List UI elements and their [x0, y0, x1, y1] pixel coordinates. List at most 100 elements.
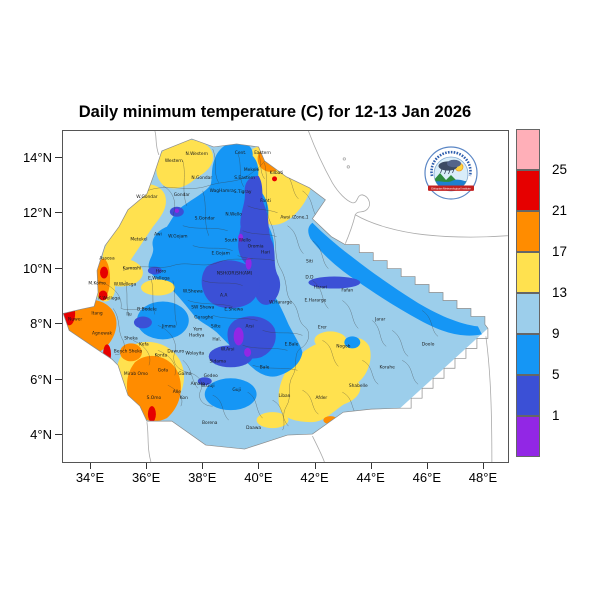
x-axis-tick	[426, 463, 428, 469]
zone-label-gofa: Gofa	[158, 367, 169, 373]
y-axis-tick-label: 4°N	[30, 427, 52, 442]
zone-label-itang: Itang	[91, 310, 102, 316]
zone-label-jarar: Jarar	[374, 316, 385, 322]
zone-label-erer: Erer	[318, 324, 327, 330]
zone-label-silte: Silte	[211, 323, 221, 329]
zone-label-awi: Awi	[154, 232, 162, 238]
zone-label-s-omo: S.Omo	[147, 395, 162, 401]
zone-label-e-shewa: E.Shewa	[224, 306, 243, 312]
zone-label-oromia: Oromia	[248, 244, 264, 250]
kenya-somalia-line	[312, 435, 325, 462]
zone-label-metekel: Metekel	[130, 237, 147, 243]
page-title: Daily minimum temperature (C) for 12-13 …	[78, 103, 472, 121]
x-axis-tick	[370, 463, 372, 469]
y-axis-tick-label: 8°N	[30, 316, 52, 332]
x-axis-tick-label: 42°E	[300, 470, 329, 485]
zone-label-nogob: Nogob	[336, 343, 350, 349]
zone-label-e-wellega: E.Wellega	[148, 276, 170, 282]
zone-label-w-shewa: W.Shewa	[183, 289, 203, 295]
zone-label-e-hararge: E.Hararge	[305, 297, 327, 303]
zone-label-siti: Siti	[306, 259, 313, 265]
zone-label-gondar: Gondar	[174, 192, 190, 198]
zone-label-assosa: Assosa	[99, 256, 115, 262]
zone-label-s-gondar: S.Gondar	[195, 216, 215, 222]
fills-below-1	[174, 208, 252, 357]
emi-logo: Ethiopian Meteorological Institute	[423, 145, 479, 206]
zone-label-liban: Liban	[279, 393, 291, 399]
x-axis-tick-label: 34°E	[75, 470, 105, 485]
zone-label-w-gojam: W.Gojam	[168, 234, 187, 240]
zone-label-agnewak: Agnewak	[92, 330, 112, 336]
x-axis-tick	[482, 463, 484, 469]
zone-label-gamo: Gamo	[178, 371, 191, 377]
colorbar-boundary-label: 13	[552, 285, 568, 300]
zone-label-e-gojam: E.Gojam	[212, 251, 230, 257]
zone-label-konta: Konta	[155, 352, 168, 358]
colorbar-segment-5-9	[516, 334, 540, 375]
zone-label-gedeo: Gedeo	[204, 373, 219, 379]
zone-label-hadiya: Hadiya	[189, 332, 205, 338]
zone-label-a-a: A.A	[220, 293, 227, 299]
colorbar-segment->25	[516, 129, 540, 170]
colorbar-boundary-label: 21	[552, 203, 568, 218]
zone-label-kilbati: Kilbati	[270, 170, 284, 176]
colorbar-segment-13-17	[516, 252, 540, 293]
colorbar-segment-1-5	[516, 375, 540, 416]
zone-label-awsi-zone-1: Awsi /Zone,1	[280, 215, 308, 221]
zone-label-sidama: Sidama	[210, 358, 227, 364]
zone-label-mirab-omo: Mirab Omo	[124, 371, 148, 377]
zone-label-hal-: Hal.	[212, 336, 221, 342]
kenya-line-west	[146, 422, 152, 462]
zone-label-fafan: Fafan	[341, 288, 353, 294]
zone-label-waghamra: WagHamra	[210, 188, 235, 194]
zone-label-korahe: Korahe	[380, 364, 396, 370]
djibouti-border-line	[344, 214, 356, 244]
logo-cloud-icon	[447, 159, 461, 168]
y-axis-tick	[55, 212, 62, 214]
zone-label-guraghe: Guraghe	[194, 314, 213, 320]
fills-1-5	[133, 175, 361, 386]
fills-5-9	[136, 141, 482, 411]
zone-label-dawuro: Dawuro	[167, 348, 184, 354]
zone-label-sw-shewa: SW Shewa	[191, 304, 214, 310]
zone-label-s-eastern: S.Eastern	[234, 175, 255, 181]
x-axis-tick-label: 38°E	[188, 470, 217, 485]
zone-label-alle: Alle	[173, 389, 181, 395]
x-axis-tick-label: 46°E	[412, 470, 441, 485]
colorbar-segment-9-13	[516, 293, 540, 334]
x-axis-tick-label: 36°E	[131, 470, 161, 485]
y-axis-tick-label: 6°N	[30, 371, 52, 387]
logo-banner-text: Ethiopian Meteorological Institute	[431, 186, 471, 190]
temperature-colorbar	[516, 129, 540, 457]
colorbar-boundary-label: 17	[552, 244, 568, 259]
y-axis-tick	[55, 323, 62, 325]
colorbar-boundary-label: 5	[552, 367, 560, 382]
zone-label-guji: Guji	[232, 387, 241, 393]
zone-label-w-arsi: W.Arsi	[221, 346, 235, 352]
zone-label-mekele: Mekele	[244, 167, 260, 173]
y-axis-tick-label: 14°N	[22, 150, 52, 165]
zone-label-kefa: Kefa	[139, 341, 149, 347]
zone-label-w-hararge: W.Hararge	[269, 299, 292, 305]
zone-label-eastern: Eastern	[254, 150, 271, 156]
logo-banner	[428, 185, 474, 191]
zone-label-n-gondar: N.Gondar	[191, 175, 212, 181]
zone-label-yem: Yem	[192, 326, 202, 332]
somalia-east-line	[485, 336, 493, 462]
x-axis-tick	[146, 463, 148, 469]
zone-label-sheka: Sheka	[124, 335, 138, 341]
zone-label-jimma: Jimma	[161, 323, 176, 329]
zone-label-w-wellega: W.Wellega	[114, 282, 137, 288]
colorbar-boundary-label: 1	[552, 408, 560, 423]
zone-label-horo: Horo	[156, 269, 167, 275]
neighbor-border-lines	[146, 131, 508, 462]
x-axis-tick	[314, 463, 316, 469]
x-axis-tick-label: 44°E	[356, 470, 385, 485]
y-axis-tick	[55, 378, 62, 380]
zone-label-nsh-or-sh-am-: NSH(OR)SH(AM)	[217, 271, 253, 277]
zone-label-borena: Borena	[202, 420, 218, 426]
zone-label-harari: Harari	[314, 285, 327, 291]
colorbar-segment-21-25	[516, 170, 540, 211]
zone-label-n-western: N.Western	[185, 151, 208, 157]
zone-label-western: Western	[165, 158, 183, 164]
